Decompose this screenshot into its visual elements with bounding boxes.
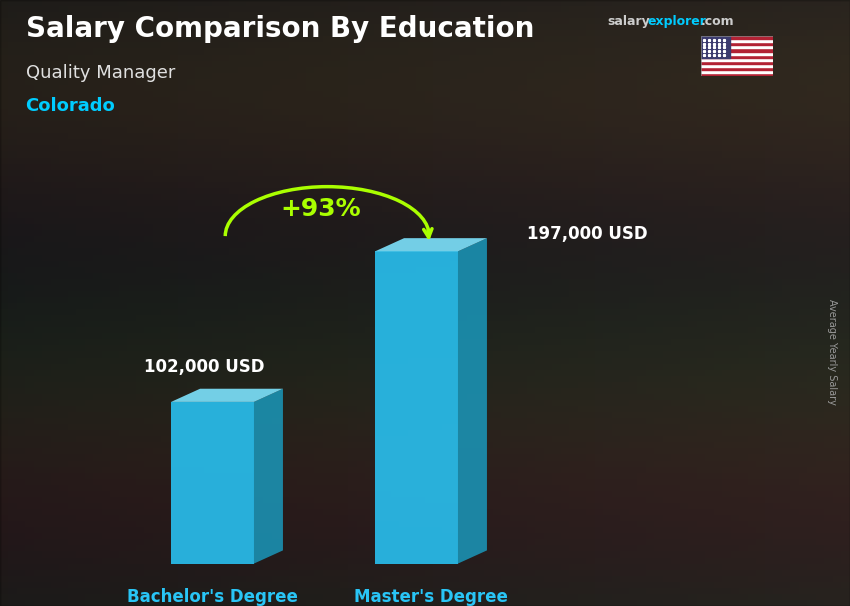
Polygon shape <box>458 238 487 564</box>
Polygon shape <box>171 388 283 402</box>
Text: .com: .com <box>701 15 735 28</box>
Bar <box>701 45 774 48</box>
Text: +93%: +93% <box>280 197 361 221</box>
Text: Bachelor's Degree: Bachelor's Degree <box>127 588 298 606</box>
Bar <box>701 61 774 64</box>
Bar <box>701 42 774 45</box>
Text: Master's Degree: Master's Degree <box>354 588 508 606</box>
Polygon shape <box>254 388 283 564</box>
Text: Salary Comparison By Education: Salary Comparison By Education <box>26 15 534 43</box>
Text: explorer: explorer <box>648 15 706 28</box>
Text: 102,000 USD: 102,000 USD <box>144 358 264 376</box>
Bar <box>701 58 774 61</box>
Bar <box>701 36 774 39</box>
Text: salary: salary <box>608 15 650 28</box>
Bar <box>701 73 774 76</box>
Bar <box>701 67 774 70</box>
Polygon shape <box>375 238 487 251</box>
Bar <box>701 36 730 58</box>
Polygon shape <box>171 402 254 564</box>
Bar <box>701 48 774 52</box>
Bar <box>701 39 774 42</box>
Text: Colorado: Colorado <box>26 97 116 115</box>
Bar <box>701 70 774 73</box>
Bar <box>701 52 774 55</box>
Text: 197,000 USD: 197,000 USD <box>527 225 648 243</box>
Text: Average Yearly Salary: Average Yearly Salary <box>827 299 837 404</box>
Polygon shape <box>375 251 458 564</box>
Bar <box>701 64 774 67</box>
Text: Quality Manager: Quality Manager <box>26 64 175 82</box>
Bar <box>701 55 774 58</box>
